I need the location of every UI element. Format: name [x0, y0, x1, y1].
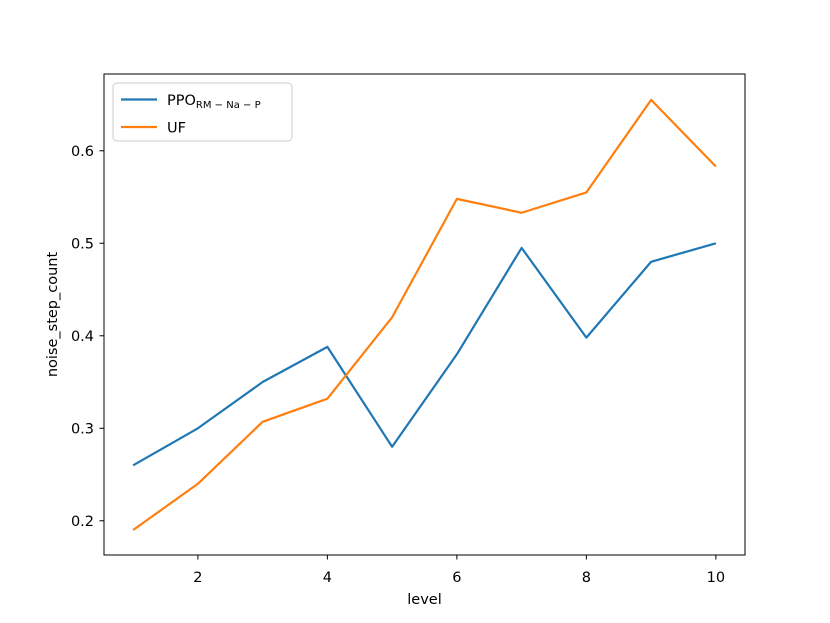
x-tick-label: 6 [452, 570, 461, 586]
legend-box [112, 82, 293, 142]
series-line-uf [132, 98, 717, 531]
x-tick-label: 2 [193, 570, 202, 586]
x-axis-label: level [407, 592, 441, 608]
y-tick-label: 0.5 [71, 236, 94, 252]
y-axis-label: noise_step_count [45, 252, 61, 378]
y-tick-label: 0.6 [71, 144, 94, 160]
x-tick-label: 8 [582, 570, 591, 586]
plot-spines [103, 73, 746, 556]
legend-label-uf: UF [167, 121, 186, 137]
series-line-ppo [132, 242, 717, 467]
y-tick-label: 0.3 [71, 421, 94, 437]
legend: PPORM − Na − P UF [112, 82, 293, 142]
x-tick-label: 10 [707, 570, 725, 586]
x-tick-label: 4 [323, 570, 332, 586]
y-tick-label: 0.2 [71, 514, 94, 530]
legend-label-ppo: PPORM − Na − P [167, 93, 261, 111]
y-tick-label: 0.4 [71, 329, 94, 345]
